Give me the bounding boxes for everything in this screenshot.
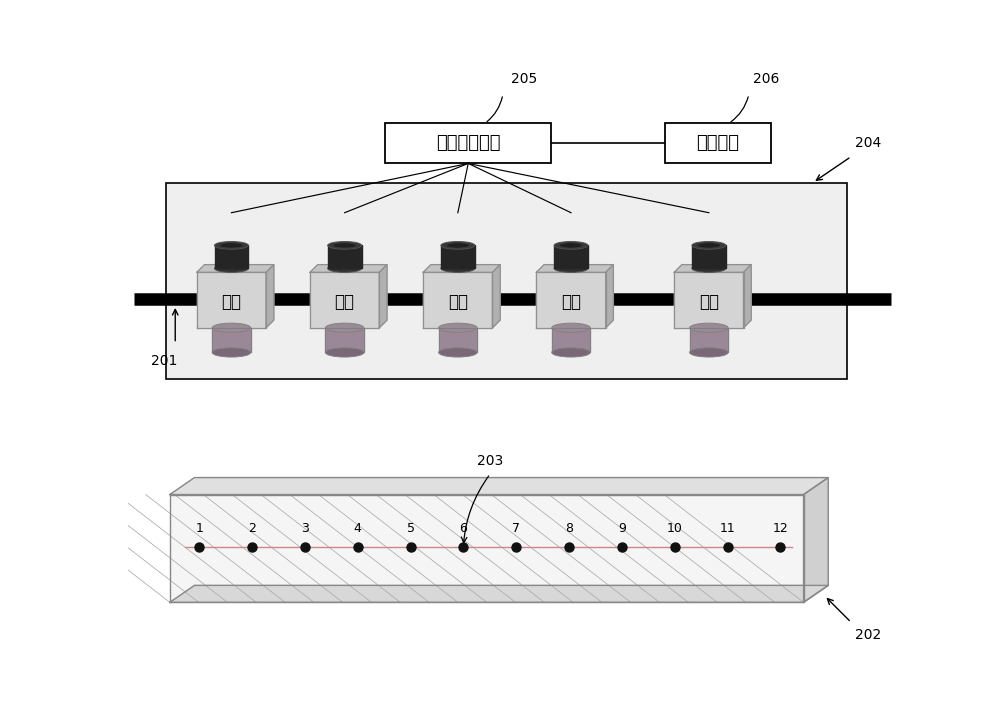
Polygon shape <box>744 265 751 328</box>
Text: 202: 202 <box>855 628 881 642</box>
Text: 相机: 相机 <box>335 293 355 311</box>
Ellipse shape <box>328 242 362 250</box>
Polygon shape <box>492 265 500 328</box>
Polygon shape <box>536 273 606 328</box>
Text: 10: 10 <box>667 522 683 535</box>
Ellipse shape <box>554 242 588 250</box>
Text: 2: 2 <box>248 522 256 535</box>
Text: 3: 3 <box>301 522 309 535</box>
Ellipse shape <box>554 265 588 273</box>
Polygon shape <box>197 265 274 273</box>
Ellipse shape <box>697 243 721 248</box>
Text: 5: 5 <box>407 522 415 535</box>
Polygon shape <box>441 245 475 268</box>
FancyBboxPatch shape <box>166 183 847 379</box>
Ellipse shape <box>690 323 728 332</box>
Polygon shape <box>804 477 828 602</box>
Text: 12: 12 <box>773 522 788 535</box>
Polygon shape <box>552 328 590 353</box>
Ellipse shape <box>552 348 590 357</box>
FancyBboxPatch shape <box>385 123 551 163</box>
Text: 7: 7 <box>512 522 520 535</box>
Polygon shape <box>328 245 362 268</box>
Polygon shape <box>439 328 477 353</box>
Ellipse shape <box>215 265 248 273</box>
Text: 204: 204 <box>855 136 881 150</box>
Polygon shape <box>310 265 387 273</box>
Polygon shape <box>606 265 613 328</box>
Text: 206: 206 <box>753 72 779 86</box>
Text: 6: 6 <box>459 522 467 535</box>
Polygon shape <box>674 265 751 273</box>
Text: 相机: 相机 <box>448 293 468 311</box>
Text: 203: 203 <box>477 454 503 468</box>
Ellipse shape <box>441 265 475 273</box>
Polygon shape <box>215 245 248 268</box>
Polygon shape <box>310 273 379 328</box>
Ellipse shape <box>325 348 364 357</box>
Polygon shape <box>170 494 804 602</box>
Ellipse shape <box>552 323 590 332</box>
Ellipse shape <box>692 265 726 273</box>
Ellipse shape <box>692 242 726 250</box>
Polygon shape <box>554 245 588 268</box>
Ellipse shape <box>439 323 477 332</box>
Text: 图像处理模块: 图像处理模块 <box>436 135 500 152</box>
Polygon shape <box>170 585 828 602</box>
Ellipse shape <box>446 243 470 248</box>
Ellipse shape <box>212 348 251 357</box>
Ellipse shape <box>220 243 243 248</box>
Ellipse shape <box>441 242 475 250</box>
Ellipse shape <box>325 323 364 332</box>
Polygon shape <box>325 328 364 353</box>
Ellipse shape <box>439 348 477 357</box>
Text: 相机: 相机 <box>221 293 241 311</box>
Text: 11: 11 <box>720 522 735 535</box>
Polygon shape <box>423 265 500 273</box>
Ellipse shape <box>690 348 728 357</box>
Polygon shape <box>536 265 613 273</box>
Text: 205: 205 <box>511 72 537 86</box>
FancyBboxPatch shape <box>665 123 771 163</box>
Polygon shape <box>266 265 274 328</box>
Polygon shape <box>379 265 387 328</box>
Text: 相机: 相机 <box>561 293 581 311</box>
Ellipse shape <box>215 242 248 250</box>
Text: 相机: 相机 <box>699 293 719 311</box>
Polygon shape <box>423 273 492 328</box>
Text: 1: 1 <box>195 522 203 535</box>
Polygon shape <box>197 273 266 328</box>
Ellipse shape <box>333 243 356 248</box>
Text: 4: 4 <box>354 522 362 535</box>
Text: 9: 9 <box>618 522 626 535</box>
Polygon shape <box>692 245 726 268</box>
Polygon shape <box>690 328 728 353</box>
Ellipse shape <box>328 265 362 273</box>
Text: 201: 201 <box>151 355 178 369</box>
Polygon shape <box>674 273 744 328</box>
Text: 计算模块: 计算模块 <box>697 135 740 152</box>
Polygon shape <box>170 477 828 494</box>
Ellipse shape <box>212 323 251 332</box>
Polygon shape <box>212 328 251 353</box>
Text: 8: 8 <box>565 522 573 535</box>
Ellipse shape <box>559 243 583 248</box>
